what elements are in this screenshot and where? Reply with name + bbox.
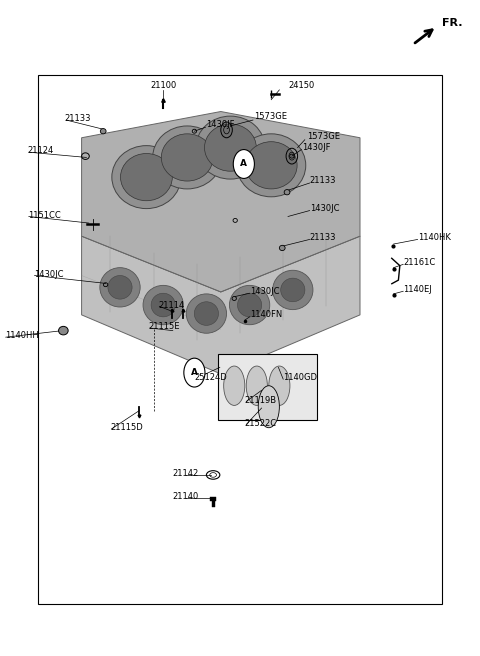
Text: 21115E: 21115E (149, 322, 180, 331)
Text: 21140: 21140 (173, 492, 199, 501)
Text: 1573GE: 1573GE (254, 112, 288, 121)
Ellipse shape (100, 268, 140, 307)
Ellipse shape (281, 278, 305, 302)
Text: 1430JF: 1430JF (206, 120, 235, 129)
Bar (212, 501, 215, 507)
Ellipse shape (186, 294, 227, 333)
Text: 21161C: 21161C (403, 258, 435, 267)
Text: 1140GD: 1140GD (283, 373, 317, 382)
Text: 21100: 21100 (150, 81, 176, 90)
Text: 21133: 21133 (310, 176, 336, 185)
Ellipse shape (112, 146, 181, 209)
Ellipse shape (269, 366, 290, 405)
Ellipse shape (153, 126, 222, 189)
Text: 1140HK: 1140HK (418, 233, 450, 242)
Text: 1430JF: 1430JF (302, 143, 331, 152)
Text: 24150: 24150 (288, 81, 314, 90)
Ellipse shape (59, 327, 68, 335)
Ellipse shape (100, 129, 106, 134)
Text: 21124: 21124 (28, 146, 54, 155)
Text: A: A (240, 159, 247, 169)
Circle shape (233, 150, 254, 178)
Ellipse shape (161, 134, 213, 181)
Text: 1140FN: 1140FN (250, 310, 282, 319)
Text: 1430JC: 1430JC (310, 204, 339, 213)
Ellipse shape (151, 293, 175, 317)
Ellipse shape (204, 124, 256, 171)
Text: 1140HH: 1140HH (5, 331, 38, 340)
Text: 1151CC: 1151CC (28, 211, 60, 220)
Text: 1430JC: 1430JC (250, 287, 279, 296)
Bar (38, 75, 442, 604)
Ellipse shape (279, 245, 285, 251)
Text: 1140EJ: 1140EJ (403, 285, 432, 295)
Bar (210, 497, 216, 501)
Ellipse shape (229, 285, 270, 325)
Text: 21114: 21114 (158, 300, 185, 310)
Ellipse shape (258, 386, 279, 428)
Circle shape (184, 358, 205, 387)
Polygon shape (82, 112, 360, 292)
Ellipse shape (194, 302, 218, 325)
Text: 1430JC: 1430JC (34, 270, 63, 279)
Bar (218, 354, 317, 420)
Ellipse shape (273, 270, 313, 310)
Text: 21115D: 21115D (110, 423, 143, 432)
Text: A: A (191, 368, 198, 377)
Ellipse shape (224, 366, 245, 405)
Ellipse shape (245, 142, 297, 189)
Text: 21522C: 21522C (245, 419, 277, 428)
Ellipse shape (143, 285, 183, 325)
Text: 1573GE: 1573GE (307, 132, 340, 141)
Ellipse shape (196, 116, 265, 179)
Text: 21133: 21133 (310, 233, 336, 242)
Ellipse shape (284, 190, 290, 195)
Text: 21133: 21133 (65, 113, 91, 123)
Ellipse shape (108, 276, 132, 299)
Ellipse shape (246, 366, 267, 405)
Ellipse shape (238, 293, 262, 317)
Text: FR.: FR. (442, 18, 462, 28)
Text: 21142: 21142 (173, 469, 199, 478)
Ellipse shape (237, 134, 306, 197)
Ellipse shape (120, 154, 172, 201)
Text: 25124D: 25124D (194, 373, 227, 382)
Polygon shape (82, 236, 360, 374)
Text: 21119B: 21119B (245, 396, 277, 405)
